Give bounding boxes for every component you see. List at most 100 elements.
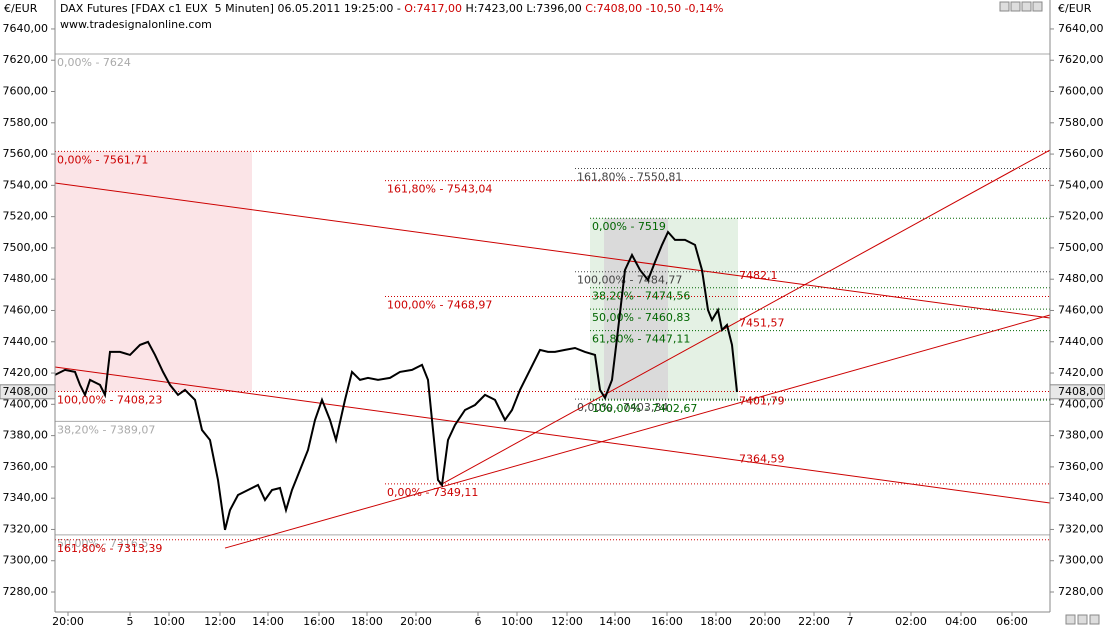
level-label: 50,00% - 7460,83 (592, 311, 690, 324)
button[interactable] (1010, 1, 1021, 12)
trendline (54, 366, 1051, 504)
zone (604, 218, 668, 400)
y-tick-label: 7480,00 (1058, 272, 1104, 285)
level-label: 0,00% - 7519 (592, 220, 666, 233)
level-label: 0,00% - 7403,34 (577, 401, 668, 414)
y-tick-label: 7560,00 (1058, 147, 1104, 160)
y-tick-label: 7460,00 (1058, 303, 1104, 316)
y-tick-label: 7400,00 (1058, 397, 1104, 410)
y-tick-label: 7460,00 (3, 303, 49, 316)
y-tick-label: 7420,00 (3, 366, 49, 379)
level-label: 0,00% - 7561,71 (57, 153, 148, 166)
y-tick-label: 7300,00 (3, 554, 49, 567)
title-part: DAX Futures [FDAX c1 EUX 5 Minuten] 06.0… (60, 2, 404, 15)
y-tick-label: 7620,00 (3, 53, 49, 66)
x-tick-label: 12:00 (204, 615, 236, 628)
x-tick-label: 12:00 (551, 615, 583, 628)
x-tick-label: 18:00 (700, 615, 732, 628)
y-tick-label: 7380,00 (3, 429, 49, 442)
x-tick-label: 10:00 (153, 615, 185, 628)
y-tick-label: 7400,00 (3, 397, 49, 410)
x-tick-label: 10:00 (501, 615, 533, 628)
y-tick-label: 7580,00 (1058, 116, 1104, 129)
y-tick-label: 7560,00 (3, 147, 49, 160)
y-tick-label: 7520,00 (1058, 210, 1104, 223)
level-label: 0,00% - 7624 (57, 56, 131, 69)
title-part: H:7423,00 L:7396,00 (462, 2, 585, 15)
y-tick-label: 7500,00 (3, 241, 49, 254)
price-tag: 7408,00 (1058, 385, 1104, 398)
y-tick-label: 7280,00 (3, 585, 49, 598)
y-tick-label: 7580,00 (3, 116, 49, 129)
annotation: 7364,59 (739, 453, 785, 466)
y-tick-label: 7420,00 (1058, 366, 1104, 379)
button[interactable] (1089, 614, 1100, 625)
y-tick-label: 7360,00 (1058, 460, 1104, 473)
y-tick-label: 7440,00 (3, 335, 49, 348)
level-label: 100,00% - 7468,97 (387, 298, 492, 311)
x-tick-label: 16:00 (651, 615, 683, 628)
x-tick-label: 18:00 (351, 615, 383, 628)
price-tag-box (1049, 384, 1105, 400)
level-label: 161,80% - 7313,39 (57, 542, 162, 555)
axis-unit: €/EUR (1058, 2, 1092, 15)
x-tick-label: 04:00 (945, 615, 977, 628)
x-tick-label: 14:00 (252, 615, 284, 628)
subtitle: www.tradesignalonline.com (60, 18, 212, 31)
y-tick-label: 7320,00 (1058, 522, 1104, 535)
y-tick-label: 7340,00 (3, 491, 49, 504)
y-tick-label: 7380,00 (1058, 429, 1104, 442)
y-tick-label: 7600,00 (1058, 85, 1104, 98)
y-tick-label: 7300,00 (1058, 554, 1104, 567)
button[interactable] (1032, 1, 1043, 12)
button[interactable] (1077, 614, 1088, 625)
x-tick-label: 06:00 (996, 615, 1028, 628)
annotation: 7482,1 (739, 269, 778, 282)
trendline (439, 149, 1051, 486)
x-tick-label: 22:00 (798, 615, 830, 628)
trendline (224, 314, 1051, 549)
x-tick-label: 6 (475, 615, 482, 628)
annotation: 7451,57 (739, 317, 785, 330)
price-tag-box (0, 384, 56, 400)
y-tick-label: 7640,00 (3, 22, 49, 35)
title-part: C:7408,00 -10,50 -0,14% (585, 2, 723, 15)
level-label: 161,80% - 7550,81 (577, 170, 682, 183)
y-tick-label: 7500,00 (1058, 241, 1104, 254)
chart-title: DAX Futures [FDAX c1 EUX 5 Minuten] 06.0… (60, 2, 724, 15)
level-label: 38,20% - 7389,07 (57, 423, 155, 436)
x-tick-label: 20:00 (749, 615, 781, 628)
axis-unit: €/EUR (4, 2, 38, 15)
y-tick-label: 7540,00 (3, 178, 49, 191)
x-tick-label: 20:00 (52, 615, 84, 628)
price-tag: 7408,00 (3, 385, 49, 398)
y-tick-label: 7280,00 (1058, 585, 1104, 598)
x-tick-label: 20:00 (400, 615, 432, 628)
y-tick-label: 7620,00 (1058, 53, 1104, 66)
y-tick-label: 7340,00 (1058, 491, 1104, 504)
x-tick-label: 02:00 (895, 615, 927, 628)
level-label: 61,80% - 7447,11 (592, 333, 690, 346)
y-tick-label: 7320,00 (3, 522, 49, 535)
plot-area: 0,00% - 7624 0,00% - 7561,71 161,80% - 755… (54, 53, 1051, 555)
x-tick-label: 7 (847, 615, 854, 628)
y-tick-label: 7360,00 (3, 460, 49, 473)
level-label: 38,20% - 7474,56 (592, 290, 690, 303)
button[interactable] (999, 1, 1010, 12)
level-label: 161,80% - 7543,04 (387, 183, 492, 196)
level-label: 100,00% - 7484,77 (577, 274, 682, 287)
y-tick-label: 7520,00 (3, 210, 49, 223)
level-label: 0,00% - 7349,11 (387, 486, 478, 499)
y-tick-label: 7600,00 (3, 85, 49, 98)
y-tick-label: 7480,00 (3, 272, 49, 285)
button[interactable] (1021, 1, 1032, 12)
x-tick-label: 14:00 (599, 615, 631, 628)
trendline (54, 182, 1051, 319)
window-buttons (999, 1, 1100, 625)
level-label: 100,00% - 7408,23 (57, 393, 162, 406)
x-tick-label: 5 (127, 615, 134, 628)
button[interactable] (1065, 614, 1076, 625)
annotation: 7401,79 (739, 395, 785, 408)
y-tick-label: 7540,00 (1058, 178, 1104, 191)
